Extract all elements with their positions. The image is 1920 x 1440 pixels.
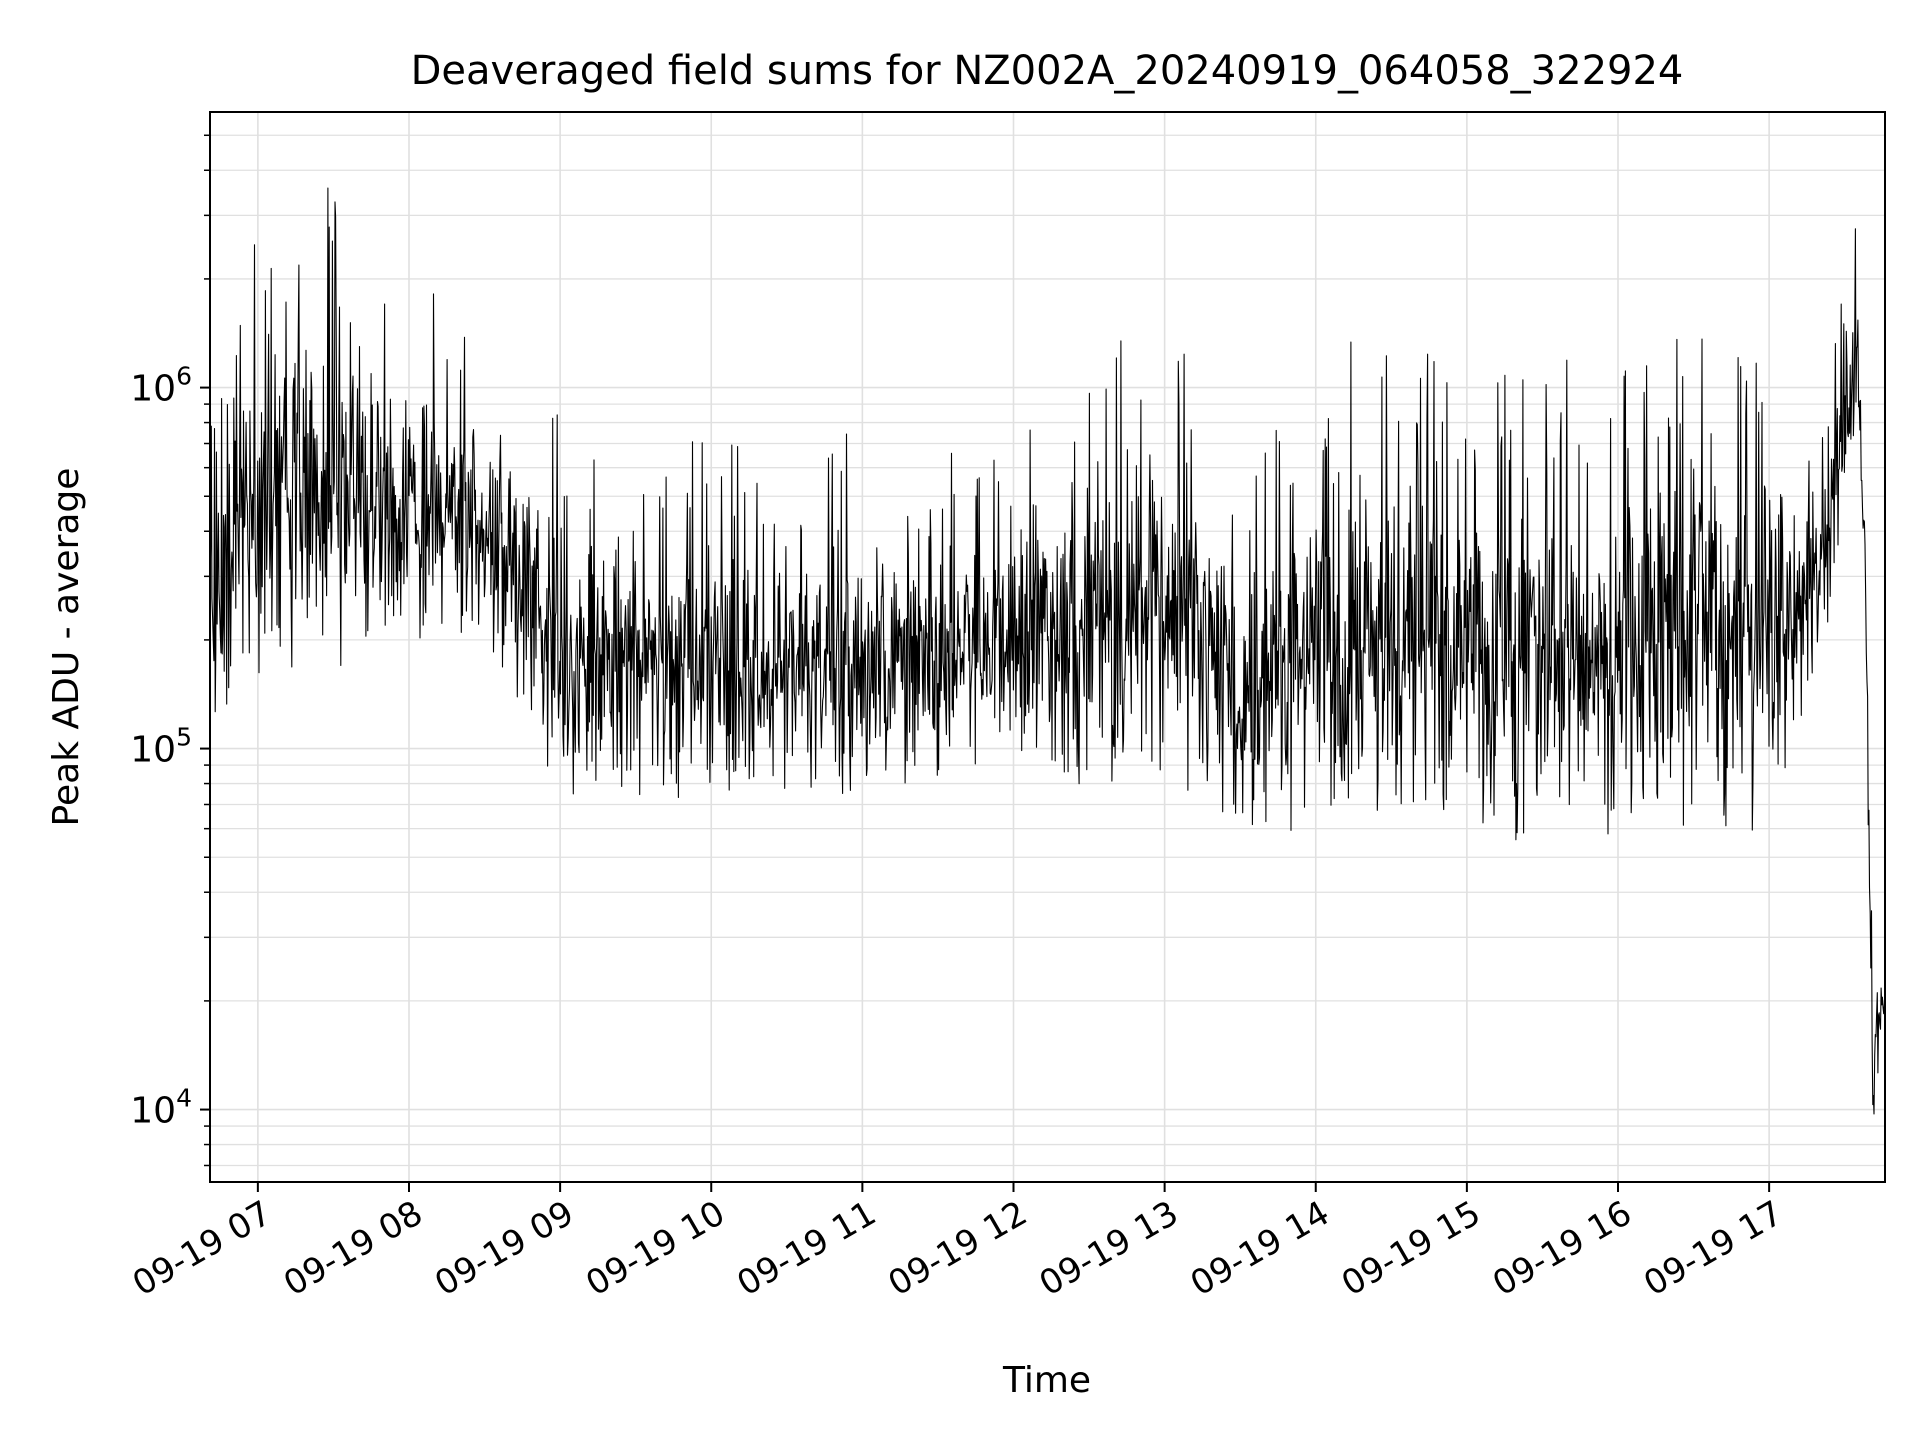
y-tick-label: 105 — [130, 723, 192, 771]
x-tick-label: 09-19 07 — [126, 1193, 278, 1304]
y-axis-label: Peak ADU - average — [46, 468, 87, 827]
plot-area — [209, 187, 1886, 1115]
data-series-line — [209, 187, 1886, 1115]
x-tick-label: 09-19 10 — [579, 1193, 731, 1304]
x-axis-label: Time — [1002, 1360, 1091, 1401]
x-tick-label: 09-19 11 — [730, 1193, 882, 1304]
grid-lines — [210, 112, 1885, 1182]
y-tick-label: 104 — [130, 1084, 192, 1132]
axes-frame — [209, 111, 1886, 1183]
x-tick-label: 09-19 16 — [1486, 1193, 1638, 1304]
x-tick-label: 09-19 12 — [882, 1193, 1034, 1304]
x-tick-label: 09-19 09 — [428, 1193, 580, 1304]
y-tick-label: 106 — [130, 362, 192, 410]
x-tick-label: 09-19 08 — [277, 1193, 429, 1304]
x-tick-label: 09-19 14 — [1184, 1193, 1336, 1304]
y-axis-ticks: 104 105 106 — [130, 134, 210, 1167]
chart-title: Deaveraged field sums for NZ002A_2024091… — [411, 48, 1684, 94]
x-tick-label: 09-19 13 — [1033, 1193, 1185, 1304]
x-tick-label: 09-19 17 — [1637, 1193, 1789, 1304]
x-tick-label: 09-19 15 — [1335, 1193, 1487, 1304]
